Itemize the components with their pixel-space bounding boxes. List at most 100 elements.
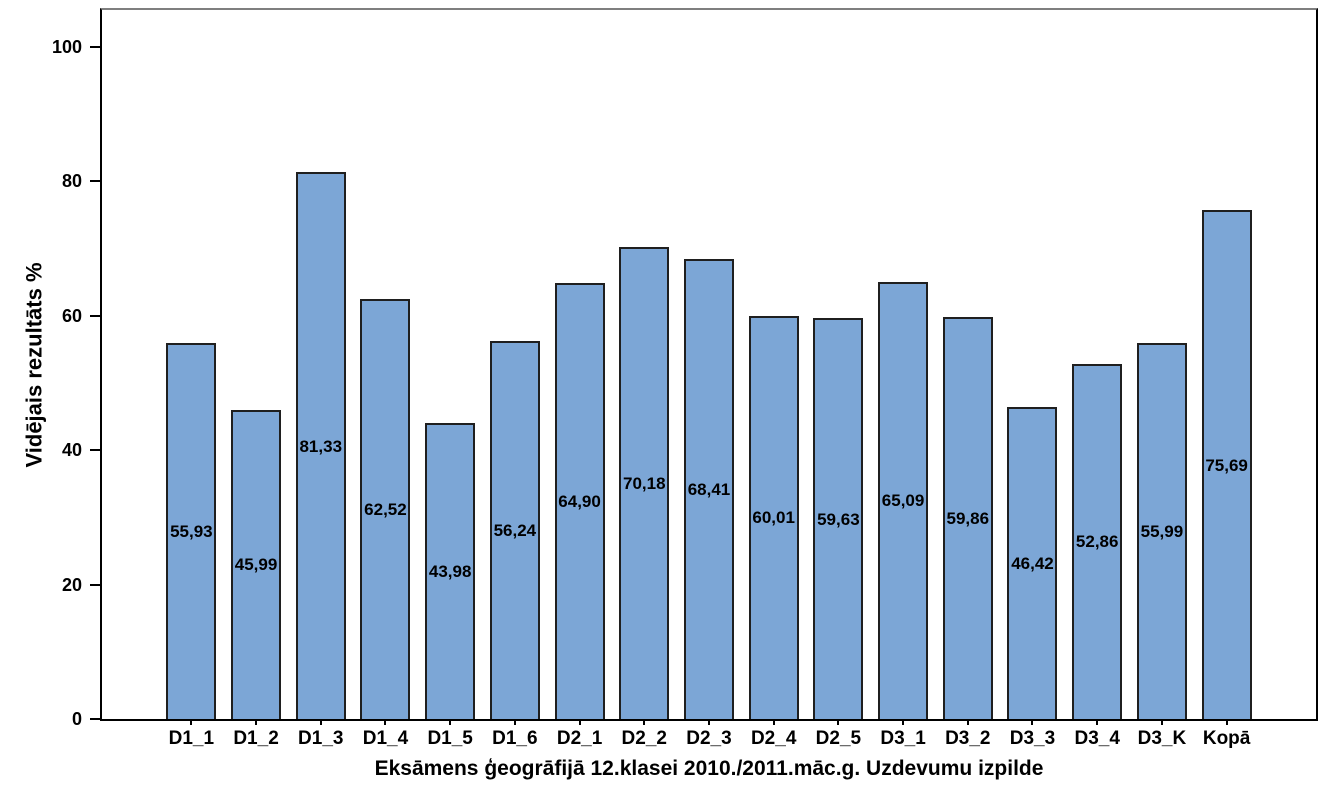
bar: 55,93 — [166, 343, 217, 719]
bar: 59,63 — [813, 318, 864, 719]
x-axis-tick — [772, 719, 775, 725]
x-axis-tick-label: D1_4 — [362, 728, 409, 749]
bar: 64,90 — [554, 282, 605, 719]
bar-value-label: 46,42 — [1011, 554, 1054, 573]
bars-row: 55,93 D1_1 45,99 D1_2 81,33 D1_3 62,52 D1_4 43,9… — [102, 10, 1316, 749]
bar-slot: 55,99 D3_K — [1130, 10, 1195, 749]
x-axis-tick-label: Kopā — [1202, 728, 1251, 749]
bar-value-label: 59,86 — [946, 508, 990, 528]
bar-value-label: 64,90 — [558, 491, 601, 511]
bar: 45,99 — [231, 409, 282, 719]
bar-value-label: 75,69 — [1205, 455, 1248, 475]
bar-value-label: 68,41 — [687, 480, 731, 500]
x-axis-tick — [255, 719, 258, 725]
bar-slot: 68,41 D2_3 — [677, 10, 742, 749]
y-axis-tick — [90, 449, 100, 452]
bar-slot: 59,86 D3_2 — [935, 10, 1000, 749]
x-axis-tick — [902, 719, 905, 725]
bar-slot: 70,18 D2_2 — [612, 10, 677, 749]
y-axis-tick-label: 0 — [71, 709, 82, 729]
x-axis-title: Eksāmens ģeogrāfijā 12.klasei 2010./2011… — [374, 757, 1044, 780]
x-axis-tick-label: D3_4 — [1074, 728, 1120, 749]
bar-value-label: 52,86 — [1075, 532, 1119, 552]
bar: 56,24 — [489, 341, 540, 719]
y-axis-tick-label: 100 — [51, 36, 82, 57]
y-axis-tick-label: 20 — [61, 574, 82, 595]
x-axis-tick-label: D2_5 — [815, 728, 862, 749]
bar-slot: 81,33 D1_3 — [288, 10, 353, 749]
bar-slot: 59,63 D2_5 — [806, 10, 871, 749]
x-axis-tick — [384, 719, 387, 725]
bar: 81,33 — [295, 172, 346, 719]
bar-slot: 65,09 D3_1 — [871, 10, 936, 749]
bar-slot: 62,52 D1_4 — [353, 10, 418, 749]
x-axis-tick-label: D3_2 — [945, 728, 991, 749]
bar-slot: 55,93 D1_1 — [159, 10, 224, 749]
y-axis-title-container: Vidējais rezultāts % — [10, 8, 58, 721]
bar: 46,42 — [1007, 407, 1058, 719]
y-axis-tick-label: 40 — [61, 440, 82, 461]
x-axis-tick — [1031, 719, 1034, 725]
bar-slot: 75,69 Kopā — [1194, 10, 1259, 749]
bar: 55,99 — [1136, 342, 1187, 719]
bar-value-label: 62,52 — [364, 499, 407, 519]
x-axis-tick-label: D3_K — [1137, 728, 1187, 749]
bar-value-label: 43,98 — [428, 562, 472, 582]
bar-value-label: 56,24 — [493, 521, 537, 540]
bar: 75,69 — [1201, 210, 1252, 719]
bar-value-label: 59,63 — [817, 509, 860, 529]
x-axis-tick-label: D1_5 — [427, 728, 473, 749]
y-axis-tick — [90, 583, 100, 586]
bar: 52,86 — [1072, 363, 1123, 719]
plot-area: 55,93 D1_1 45,99 D1_2 81,33 D1_3 62,52 D1_4 43,9… — [100, 8, 1318, 749]
y-axis-tick — [90, 180, 100, 183]
x-axis-tick-label: D1_2 — [233, 728, 279, 749]
bar-value-label: 45,99 — [234, 555, 278, 575]
x-axis-tick-label: D1_6 — [492, 728, 538, 749]
bar-slot: 52,86 D3_4 — [1065, 10, 1130, 749]
x-axis-tick — [578, 719, 581, 725]
bar: 70,18 — [619, 247, 670, 719]
bar-value-label: 55,93 — [170, 522, 213, 542]
bar-slot: 43,98 D1_5 — [418, 10, 483, 749]
bar-slot: 56,24 D1_6 — [483, 10, 548, 749]
x-axis-tick-label: D2_2 — [621, 728, 667, 749]
x-axis-tick — [513, 719, 516, 725]
bar: 62,52 — [360, 298, 411, 719]
x-axis-tick — [643, 719, 646, 725]
bar-slot: 64,90 D2_1 — [547, 10, 612, 749]
x-axis-tick — [1160, 719, 1163, 725]
x-axis-tick-label: D1_3 — [298, 728, 344, 749]
bar-value-label: 81,33 — [299, 436, 343, 456]
bar-slot: 45,99 D1_2 — [224, 10, 289, 749]
x-axis-tick — [319, 719, 322, 725]
x-axis-tick-label: D3_3 — [1009, 728, 1056, 749]
y-axis-tick — [90, 718, 100, 720]
x-axis-tick-label: D1_1 — [168, 728, 215, 749]
x-axis-tick-label: D2_1 — [556, 728, 603, 749]
bar: 68,41 — [683, 259, 734, 719]
bar: 65,09 — [878, 281, 929, 719]
x-axis-tick — [449, 719, 452, 725]
bar-value-label: 60,01 — [752, 508, 795, 528]
bar-slot: 60,01 D2_4 — [741, 10, 806, 749]
x-axis-tick — [1225, 719, 1228, 725]
bar-value-label: 65,09 — [881, 491, 925, 511]
bar: 60,01 — [748, 315, 799, 719]
x-axis-tick — [1096, 719, 1099, 725]
y-axis-title: Vidējais rezultāts % — [21, 261, 47, 468]
x-axis-tick — [837, 719, 840, 725]
x-axis-tick — [190, 719, 193, 725]
x-axis-tick-label: D2_3 — [686, 728, 732, 749]
bar-value-label: 70,18 — [622, 474, 666, 494]
x-axis-tick — [966, 719, 969, 725]
x-axis-tick — [707, 719, 710, 725]
bar-value-label: 55,99 — [1140, 521, 1184, 541]
y-axis-tick — [90, 45, 100, 48]
bar: 59,86 — [942, 316, 993, 719]
y-axis-tick — [90, 314, 100, 317]
y-axis-tick-label: 80 — [61, 171, 82, 192]
y-axis-tick-label: 60 — [61, 305, 82, 326]
bar: 43,98 — [425, 423, 476, 719]
